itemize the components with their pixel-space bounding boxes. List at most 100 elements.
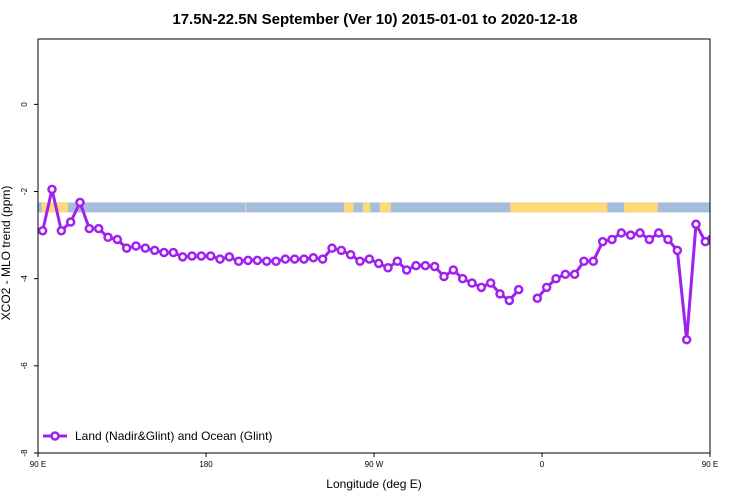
data-point xyxy=(93,223,104,234)
data-point xyxy=(560,269,571,280)
data-point xyxy=(597,236,608,247)
data-point xyxy=(448,265,459,275)
y-tick-label: -4 xyxy=(20,275,29,283)
ocean-band xyxy=(38,202,710,213)
data-point xyxy=(476,282,487,293)
data-point xyxy=(672,245,683,256)
data-point xyxy=(243,255,253,266)
y-axis-label: XCO2 - MLO trend (ppm) xyxy=(0,186,13,321)
data-point xyxy=(103,232,113,243)
data-point xyxy=(299,254,309,264)
data-point xyxy=(261,256,272,267)
data-point xyxy=(317,254,328,264)
data-point xyxy=(721,186,728,193)
land-segment-4 xyxy=(379,202,391,213)
data-point xyxy=(224,252,235,262)
data-point xyxy=(345,249,356,260)
data-point xyxy=(233,256,244,267)
x-tick-label: 180 xyxy=(199,460,213,469)
land-ocean-band xyxy=(38,202,710,213)
data-point xyxy=(84,223,95,234)
data-point xyxy=(653,228,664,238)
data-point xyxy=(467,278,477,288)
data-point xyxy=(681,334,692,345)
data-point xyxy=(271,256,281,267)
series-line-0-0 xyxy=(41,187,520,302)
data-point xyxy=(47,184,57,195)
data-point xyxy=(112,234,123,245)
data-point xyxy=(691,219,701,229)
y-axis: 0 -2 -4 -6 -8 xyxy=(20,102,38,457)
y-tick-label: -6 xyxy=(20,362,29,370)
data-point xyxy=(616,228,627,238)
data-point xyxy=(411,260,421,271)
data-point xyxy=(392,256,403,267)
y-tick-label: -2 xyxy=(20,187,29,195)
chart-title: 17.5N-22.5N September (Ver 10) 2015-01-0… xyxy=(172,11,577,28)
data-point xyxy=(625,230,636,240)
data-point xyxy=(383,263,393,273)
data-point xyxy=(457,273,468,284)
x-tick-label: 90 E xyxy=(702,460,718,469)
x-axis-label: Longitude (deg E) xyxy=(326,477,421,491)
data-point xyxy=(485,278,496,288)
data-point xyxy=(439,271,449,282)
data-point xyxy=(635,228,645,238)
data-point xyxy=(149,245,160,256)
data-point xyxy=(504,295,515,306)
legend-marker xyxy=(50,431,60,441)
data-point xyxy=(187,251,197,261)
legend: Land (Nadir&Glint) and Ocean (Glint) xyxy=(43,429,272,443)
data-point xyxy=(280,254,291,264)
data-point xyxy=(308,253,319,263)
data-point xyxy=(336,245,347,256)
land-segment-6 xyxy=(624,202,658,213)
data-point xyxy=(215,254,225,264)
data-point xyxy=(65,217,76,227)
data-point xyxy=(159,247,169,258)
data-point xyxy=(205,251,216,261)
data-point xyxy=(401,265,412,275)
land-segment-2 xyxy=(344,202,354,213)
data-point xyxy=(700,236,710,247)
y-tick-label: -8 xyxy=(20,449,29,457)
data-point xyxy=(588,256,599,267)
x-tick-label: 90 E xyxy=(30,460,46,469)
data-point xyxy=(364,254,375,264)
data-point xyxy=(140,243,151,253)
data-point xyxy=(644,234,655,245)
data-point xyxy=(196,251,207,261)
data-point xyxy=(38,225,48,236)
data-point xyxy=(663,234,673,245)
land-segment-5 xyxy=(510,202,608,213)
x-tick-label: 90 W xyxy=(365,460,384,469)
data-point xyxy=(739,221,746,228)
data-point xyxy=(168,247,179,258)
data-point xyxy=(289,254,300,264)
series-line-0-1 xyxy=(536,222,710,342)
data-point xyxy=(420,260,431,271)
data-point xyxy=(551,273,561,284)
data-point xyxy=(513,284,524,295)
data-point xyxy=(730,227,737,234)
land-segment-3 xyxy=(362,202,371,213)
data-point xyxy=(569,269,580,280)
y-tick-label: 0 xyxy=(20,102,29,107)
x-tick-label: 0 xyxy=(540,460,545,469)
data-point xyxy=(532,293,543,304)
data-point xyxy=(131,241,141,251)
data-point xyxy=(607,234,617,245)
data-point xyxy=(56,225,67,236)
data-point xyxy=(373,258,384,269)
legend-label: Land (Nadir&Glint) and Ocean (Glint) xyxy=(75,429,272,443)
data-point xyxy=(579,256,589,267)
land-segment-1 xyxy=(245,202,247,213)
data-point xyxy=(495,289,505,299)
data-point xyxy=(429,261,440,272)
data-point xyxy=(355,256,365,267)
data-point xyxy=(75,197,85,208)
data-point xyxy=(252,255,263,266)
data-point xyxy=(327,243,337,253)
x-axis: 90 E 180 90 W 0 90 E xyxy=(30,453,718,469)
